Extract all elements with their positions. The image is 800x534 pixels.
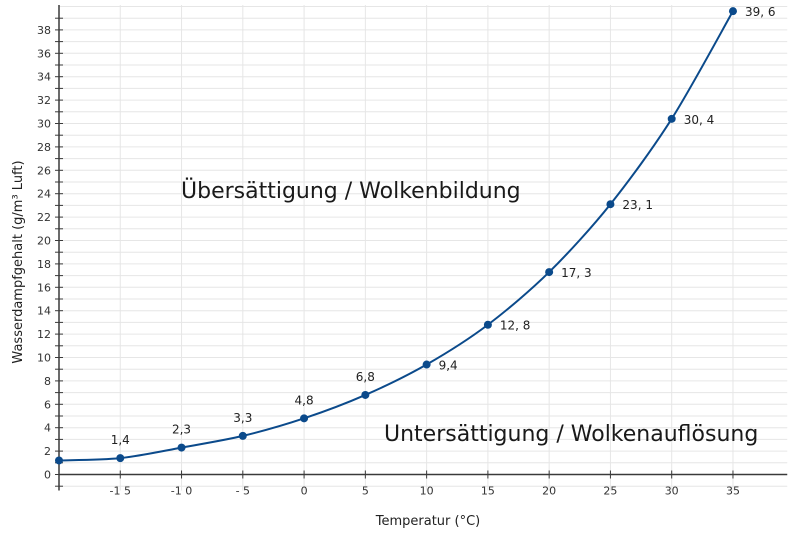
data-point-label: 6,8 [356,370,375,384]
y-tick-label: 36 [37,47,51,60]
data-point [177,443,186,452]
y-tick-label: 38 [37,24,51,37]
x-tick-label: 15 [481,485,495,498]
data-point [606,200,615,209]
y-tick-label: 20 [37,235,51,248]
data-point [728,7,737,16]
y-tick-label: 22 [37,211,51,224]
data-point [116,454,125,463]
data-point-label: 23, 1 [622,198,653,212]
data-point [361,390,370,399]
y-tick-label: 6 [44,398,51,411]
y-tick-label: 18 [37,258,51,271]
y-tick-label: 34 [37,71,51,84]
x-tick-label: 0 [301,485,308,498]
y-tick-label: 16 [37,281,51,294]
data-point-label: 12, 8 [500,319,531,333]
x-tick-label: - 5 [236,485,250,498]
data-point [300,414,309,423]
y-tick-label: 30 [37,118,51,131]
y-tick-label: 26 [37,164,51,177]
data-point-label: 1,4 [111,433,130,447]
y-tick-label: 28 [37,141,51,154]
x-tick-label: 25 [603,485,617,498]
region-annotations: Übersättigung / Wolkenbildung Untersätti… [181,178,758,447]
x-tick-label: 10 [420,485,434,498]
point-labels: 1,4 2,3 3,3 4,8 6,8 9,4 12, 8 17, 3 23, 1 30, 4 39… [111,5,776,447]
annotation-supersaturation: Übersättigung / Wolkenbildung [181,178,521,204]
data-point-label: 3,3 [233,411,252,425]
x-tick-label: -1 5 [110,485,131,498]
y-tick-label: 2 [44,445,51,458]
data-point-label: 4,8 [295,393,314,407]
y-axis-title: Wasserdampfgehalt (g/m³ Luft) [11,160,26,363]
y-tick-label: 4 [44,422,51,435]
x-tick-label: 35 [726,485,740,498]
data-point [55,456,63,465]
axes [55,5,788,491]
x-tick-label: 5 [362,485,369,498]
x-tick-label: -1 0 [171,485,192,498]
data-point [545,268,554,277]
data-series [55,7,737,465]
x-tick-label: 20 [542,485,556,498]
data-point [238,431,247,440]
x-axis-title: Temperatur (°C) [375,514,481,529]
y-tick-label: 0 [44,469,51,482]
grid-lines [59,5,788,491]
data-point [667,114,676,123]
y-tick-label: 14 [37,305,51,318]
data-point-label: 39, 6 [745,5,776,19]
data-point [483,320,492,329]
annotation-undersaturation: Untersättigung / Wolkenauflösung [384,422,758,447]
y-tick-label: 10 [37,352,51,365]
y-tick-label: 12 [37,328,51,341]
data-point-label: 17, 3 [561,266,592,280]
y-tick-label: 32 [37,94,51,107]
data-point [422,360,431,369]
x-tick-label: 30 [665,485,679,498]
data-point-label: 2,3 [172,423,191,437]
y-tick-label: 24 [37,188,51,201]
y-tick-label: 8 [44,375,51,388]
data-point-label: 30, 4 [684,113,715,127]
data-point-label: 9,4 [439,359,458,373]
